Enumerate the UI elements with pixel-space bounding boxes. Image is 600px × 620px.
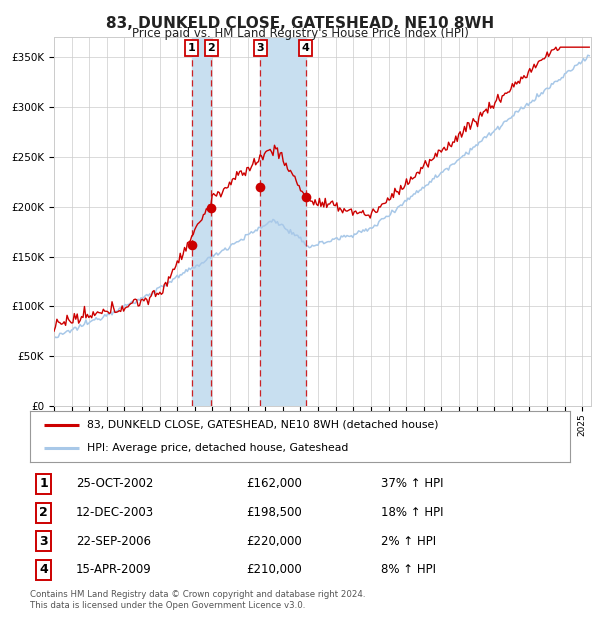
Text: £210,000: £210,000	[246, 564, 302, 577]
Text: £162,000: £162,000	[246, 477, 302, 490]
Text: 4: 4	[302, 43, 310, 53]
Text: 2: 2	[208, 43, 215, 53]
Text: 3: 3	[257, 43, 264, 53]
Text: 1: 1	[188, 43, 196, 53]
Text: 4: 4	[39, 564, 48, 577]
Bar	[191, 37, 211, 406]
Text: 12-DEC-2003: 12-DEC-2003	[76, 506, 154, 519]
Bar	[260, 37, 305, 406]
Text: £198,500: £198,500	[246, 506, 302, 519]
Text: 15-APR-2009: 15-APR-2009	[76, 564, 152, 577]
Text: 2% ↑ HPI: 2% ↑ HPI	[381, 535, 436, 548]
Text: HPI: Average price, detached house, Gateshead: HPI: Average price, detached house, Gate…	[86, 443, 348, 453]
Text: 83, DUNKELD CLOSE, GATESHEAD, NE10 8WH (detached house): 83, DUNKELD CLOSE, GATESHEAD, NE10 8WH (…	[86, 420, 438, 430]
Text: This data is licensed under the Open Government Licence v3.0.: This data is licensed under the Open Gov…	[30, 601, 305, 611]
Text: 25-OCT-2002: 25-OCT-2002	[76, 477, 153, 490]
Text: 37% ↑ HPI: 37% ↑ HPI	[381, 477, 443, 490]
Text: 1: 1	[39, 477, 48, 490]
Text: 22-SEP-2006: 22-SEP-2006	[76, 535, 151, 548]
Text: 83, DUNKELD CLOSE, GATESHEAD, NE10 8WH: 83, DUNKELD CLOSE, GATESHEAD, NE10 8WH	[106, 16, 494, 30]
Text: £220,000: £220,000	[246, 535, 302, 548]
Text: 3: 3	[39, 535, 48, 548]
Text: 18% ↑ HPI: 18% ↑ HPI	[381, 506, 443, 519]
Text: 8% ↑ HPI: 8% ↑ HPI	[381, 564, 436, 577]
Text: 2: 2	[39, 506, 48, 519]
Text: Contains HM Land Registry data © Crown copyright and database right 2024.: Contains HM Land Registry data © Crown c…	[30, 590, 365, 600]
Text: Price paid vs. HM Land Registry's House Price Index (HPI): Price paid vs. HM Land Registry's House …	[131, 27, 469, 40]
